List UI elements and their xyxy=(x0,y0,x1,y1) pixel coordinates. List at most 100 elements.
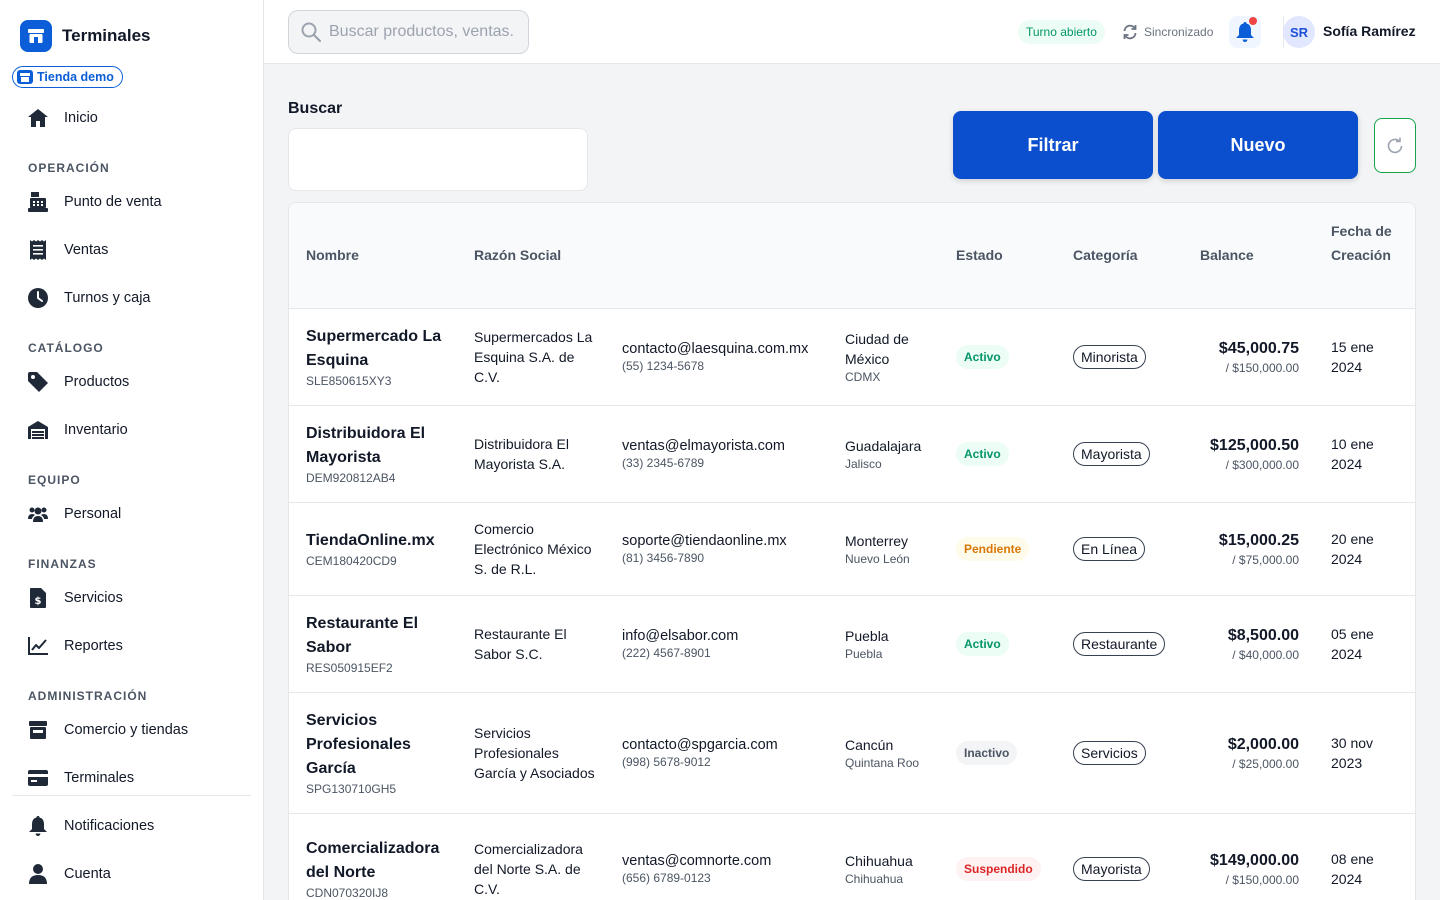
client-balance: $149,000.00 xyxy=(1210,851,1299,869)
sidebar-item-label: Inventario xyxy=(64,422,128,438)
sidebar-item-ventas[interactable]: Ventas xyxy=(28,238,108,262)
tag-icon xyxy=(28,372,48,392)
sidebar-item-turnos[interactable]: Turnos y caja xyxy=(28,286,151,310)
client-state: Quintana Roo xyxy=(845,756,920,770)
client-name[interactable]: Comercializadora del Norte xyxy=(306,839,440,881)
receipt-icon xyxy=(28,240,48,260)
sidebar-item-label: Terminales xyxy=(64,770,135,786)
category-chip: Mayorista xyxy=(1073,442,1150,466)
client-credit-limit: / $40,000.00 xyxy=(1232,648,1299,662)
sidebar-item-notificaciones[interactable]: Notificaciones xyxy=(28,814,154,838)
sidebar-item-cuenta[interactable]: Cuenta xyxy=(28,862,111,886)
cell-name: Distribuidora El Mayorista DEM920812AB4 xyxy=(306,422,456,486)
table-row[interactable]: Servicios Profesionales García SPG130710G… xyxy=(289,692,1415,813)
sidebar-item-label: Servicios xyxy=(64,590,123,606)
global-search-input[interactable] xyxy=(329,23,515,41)
user-name[interactable]: Sofía Ramírez xyxy=(1323,23,1416,39)
sidebar-item-label: Notificaciones xyxy=(64,818,155,834)
sidebar-item-label: Cuenta xyxy=(64,866,111,882)
category-chip: En Línea xyxy=(1073,537,1146,561)
status-badge: Activo xyxy=(956,345,1009,369)
client-email: contacto@spgarcia.com xyxy=(622,737,778,753)
sidebar-item-reportes[interactable]: Reportes xyxy=(28,634,123,658)
cell-status: Activo xyxy=(956,345,1009,369)
cell-name: TiendaOnline.mx CEM180420CD9 xyxy=(306,529,456,569)
table-row[interactable]: Distribuidora El Mayorista DEM920812AB4 Di… xyxy=(289,405,1415,502)
cell-category: Servicios xyxy=(1073,741,1146,765)
cell-location: Guadalajara Jalisco xyxy=(845,436,945,472)
cell-location: Monterrey Nuevo León xyxy=(845,531,945,567)
sidebar-item-comercio[interactable]: Comercio y tiendas xyxy=(28,718,188,742)
table-row[interactable]: Supermercado La Esquina SLE850615XY3 Super… xyxy=(289,308,1415,405)
credit-card-icon xyxy=(28,768,48,788)
new-button[interactable]: Nuevo xyxy=(1158,111,1358,179)
cell-contact: contacto@laesquina.com.mx (55) 1234-5678 xyxy=(622,340,832,374)
cell-location: Puebla Puebla xyxy=(845,626,945,662)
table-row[interactable]: Restaurante El Sabor RES050915EF2 Restaura… xyxy=(289,595,1415,692)
sidebar-item-label: Personal xyxy=(64,506,122,522)
client-name[interactable]: TiendaOnline.mx xyxy=(306,532,435,549)
status-badge: Activo xyxy=(956,442,1009,466)
sync-status[interactable]: Sincronizado xyxy=(1122,20,1213,44)
sidebar-item-label: Turnos y caja xyxy=(64,290,151,306)
client-email: ventas@elmayorista.com xyxy=(622,438,785,454)
sidebar-item-pos[interactable]: Punto de venta xyxy=(28,190,162,214)
cell-location: Chihuahua Chihuahua xyxy=(845,851,945,887)
sidebar-item-terminales[interactable]: Terminales xyxy=(28,766,134,790)
line-chart-icon xyxy=(28,636,48,656)
refresh-button[interactable] xyxy=(1374,118,1416,173)
users-icon xyxy=(28,504,48,524)
client-city: Cancún xyxy=(845,737,894,753)
sidebar-item-servicios[interactable]: $ Servicios xyxy=(28,586,123,610)
client-name[interactable]: Servicios Profesionales García xyxy=(306,712,411,777)
client-email: info@elsabor.com xyxy=(622,628,739,644)
client-name[interactable]: Distribuidora El Mayorista xyxy=(306,425,426,466)
client-city: Ciudad de México xyxy=(845,331,909,367)
search-icon xyxy=(301,22,321,42)
cell-contact: ventas@comnorte.com (656) 6789-0123 xyxy=(622,852,832,886)
table-row[interactable]: TiendaOnline.mx CEM180420CD9 Comercio Elec… xyxy=(289,502,1415,595)
header-category[interactable]: Categoría xyxy=(1073,247,1138,263)
header-name[interactable]: Nombre xyxy=(306,247,359,263)
sidebar-item-productos[interactable]: Productos xyxy=(28,370,129,394)
section-catalogo: CATÁLOGO xyxy=(28,341,104,355)
home-icon xyxy=(28,108,48,128)
bell-icon xyxy=(28,816,48,836)
clock-icon xyxy=(28,288,48,308)
avatar[interactable]: SR xyxy=(1283,16,1315,48)
brand[interactable]: Terminales xyxy=(20,20,151,52)
search-field-input[interactable] xyxy=(288,128,588,191)
cell-balance: $2,000.00 / $25,000.00 xyxy=(1189,734,1299,772)
search-field-label: Buscar xyxy=(288,100,343,117)
client-rfc: SPG130710GH5 xyxy=(306,782,397,796)
status-badge: Activo xyxy=(956,632,1009,656)
sidebar-item-label: Comercio y tiendas xyxy=(64,722,189,738)
header-status[interactable]: Estado xyxy=(956,247,1003,263)
client-credit-limit: / $300,000.00 xyxy=(1225,458,1299,472)
category-chip: Mayorista xyxy=(1073,856,1150,881)
client-name[interactable]: Supermercado La Esquina xyxy=(306,328,442,369)
filter-button[interactable]: Filtrar xyxy=(953,111,1153,179)
cell-contact: ventas@elmayorista.com (33) 2345-6789 xyxy=(622,437,832,471)
client-balance: $8,500.00 xyxy=(1227,627,1299,644)
cell-category: Mayorista xyxy=(1073,856,1150,881)
notifications-button[interactable] xyxy=(1229,16,1261,48)
global-search[interactable] xyxy=(288,10,529,54)
main-content: Buscar Filtrar Nuevo Nombre Razón Social… xyxy=(264,64,1440,900)
store-selector-badge[interactable]: Tienda demo xyxy=(12,66,123,88)
table-row[interactable]: Comercializadora del Norte CDN070320IJ8 Co… xyxy=(289,813,1415,900)
sidebar-item-inicio[interactable]: Inicio xyxy=(28,106,98,130)
header-razon[interactable]: Razón Social xyxy=(474,247,562,263)
sidebar-item-personal[interactable]: Personal xyxy=(28,502,121,526)
cell-status: Inactivo xyxy=(956,741,1018,765)
warehouse-icon xyxy=(28,420,48,440)
client-name[interactable]: Restaurante El Sabor xyxy=(306,615,419,656)
header-date[interactable]: Fecha de Creación xyxy=(1331,223,1392,263)
client-rfc: CDN070320IJ8 xyxy=(306,885,389,900)
client-email: ventas@comnorte.com xyxy=(622,852,772,869)
client-balance: $2,000.00 xyxy=(1227,736,1299,753)
cell-balance: $125,000.50 / $300,000.00 xyxy=(1189,435,1299,473)
table-header: Nombre Razón Social Estado Categoría Bal… xyxy=(289,203,1415,308)
header-balance[interactable]: Balance xyxy=(1200,247,1254,263)
sidebar-item-inventario[interactable]: Inventario xyxy=(28,418,128,442)
